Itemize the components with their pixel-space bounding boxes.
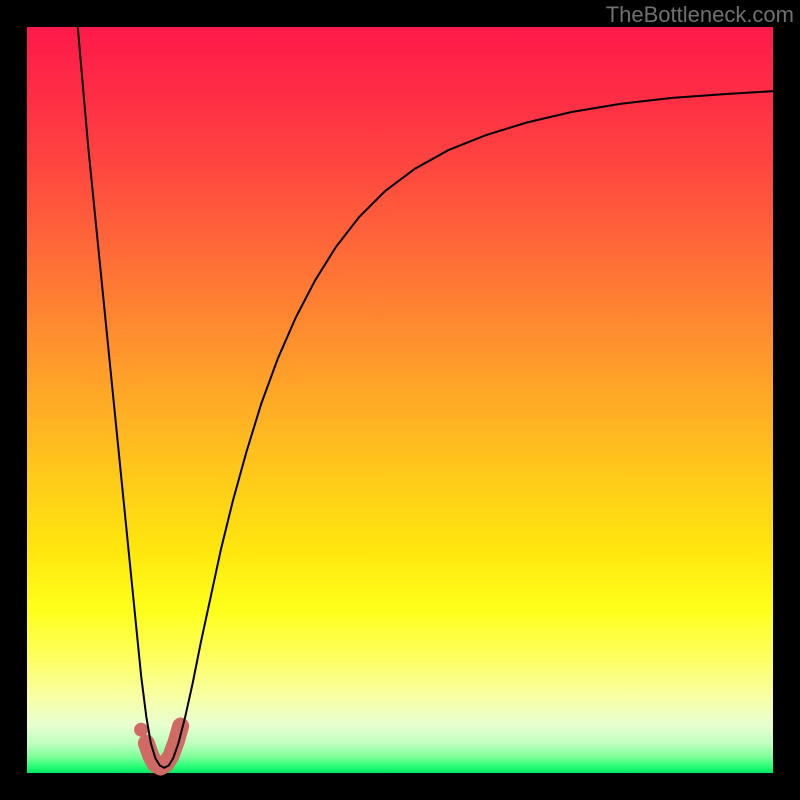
highlight-marker [134, 723, 148, 737]
bottleneck-chart [0, 0, 800, 800]
watermark-label: TheBottleneck.com [606, 2, 794, 28]
chart-container: TheBottleneck.com [0, 0, 800, 800]
